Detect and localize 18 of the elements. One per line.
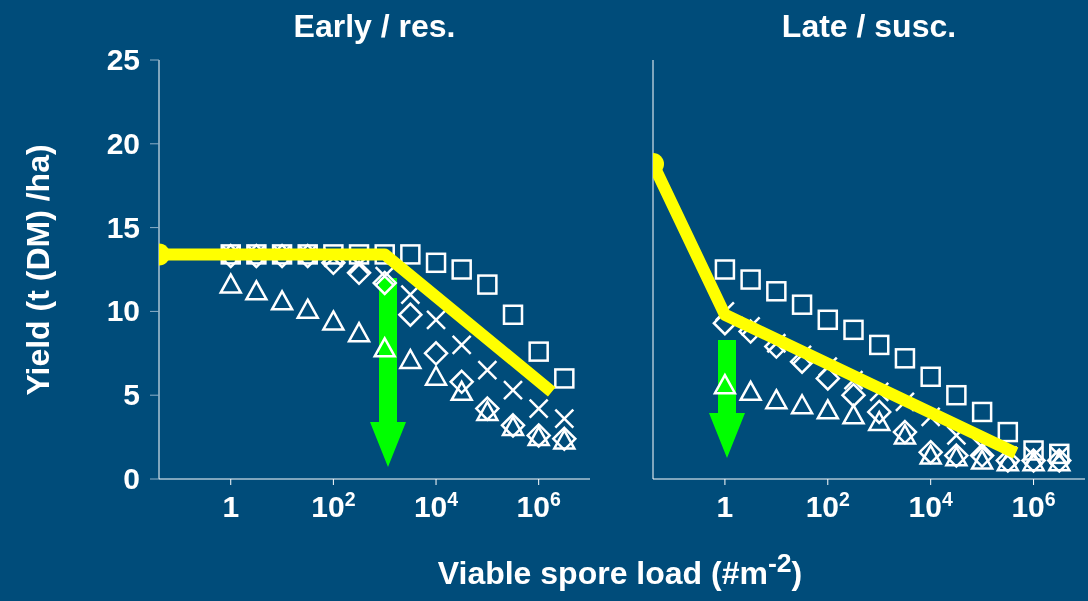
x-axis-title: Viable spore load (#m$^{-2}$) (437, 548, 803, 591)
x-tick-label: 1 (222, 490, 240, 523)
chart-title: Early / res. (293, 8, 456, 44)
x-tick-label: 10$^{4}$ (908, 488, 953, 523)
y-tick-label: 0 (123, 462, 140, 495)
y-tick-label: 15 (106, 210, 140, 244)
y-tick-label: 25 (106, 43, 140, 76)
x-tick-label: 10$^{6}$ (1011, 488, 1056, 523)
x-tick-label: 10$^{2}$ (311, 488, 356, 523)
x-tick-label: 10$^{6}$ (516, 488, 561, 523)
y-axis-title: Yield (t (DM) /ha) (19, 144, 56, 396)
y-tick-label: 5 (123, 378, 140, 412)
y-tick-label: 10 (106, 294, 140, 328)
x-tick-label: 10$^{4}$ (413, 488, 459, 523)
chart-title: Late / susc. (781, 8, 957, 44)
x-tick-label: 1 (716, 490, 734, 523)
x-tick-label: 10$^{2}$ (805, 488, 851, 523)
y-tick-label: 20 (106, 126, 140, 160)
